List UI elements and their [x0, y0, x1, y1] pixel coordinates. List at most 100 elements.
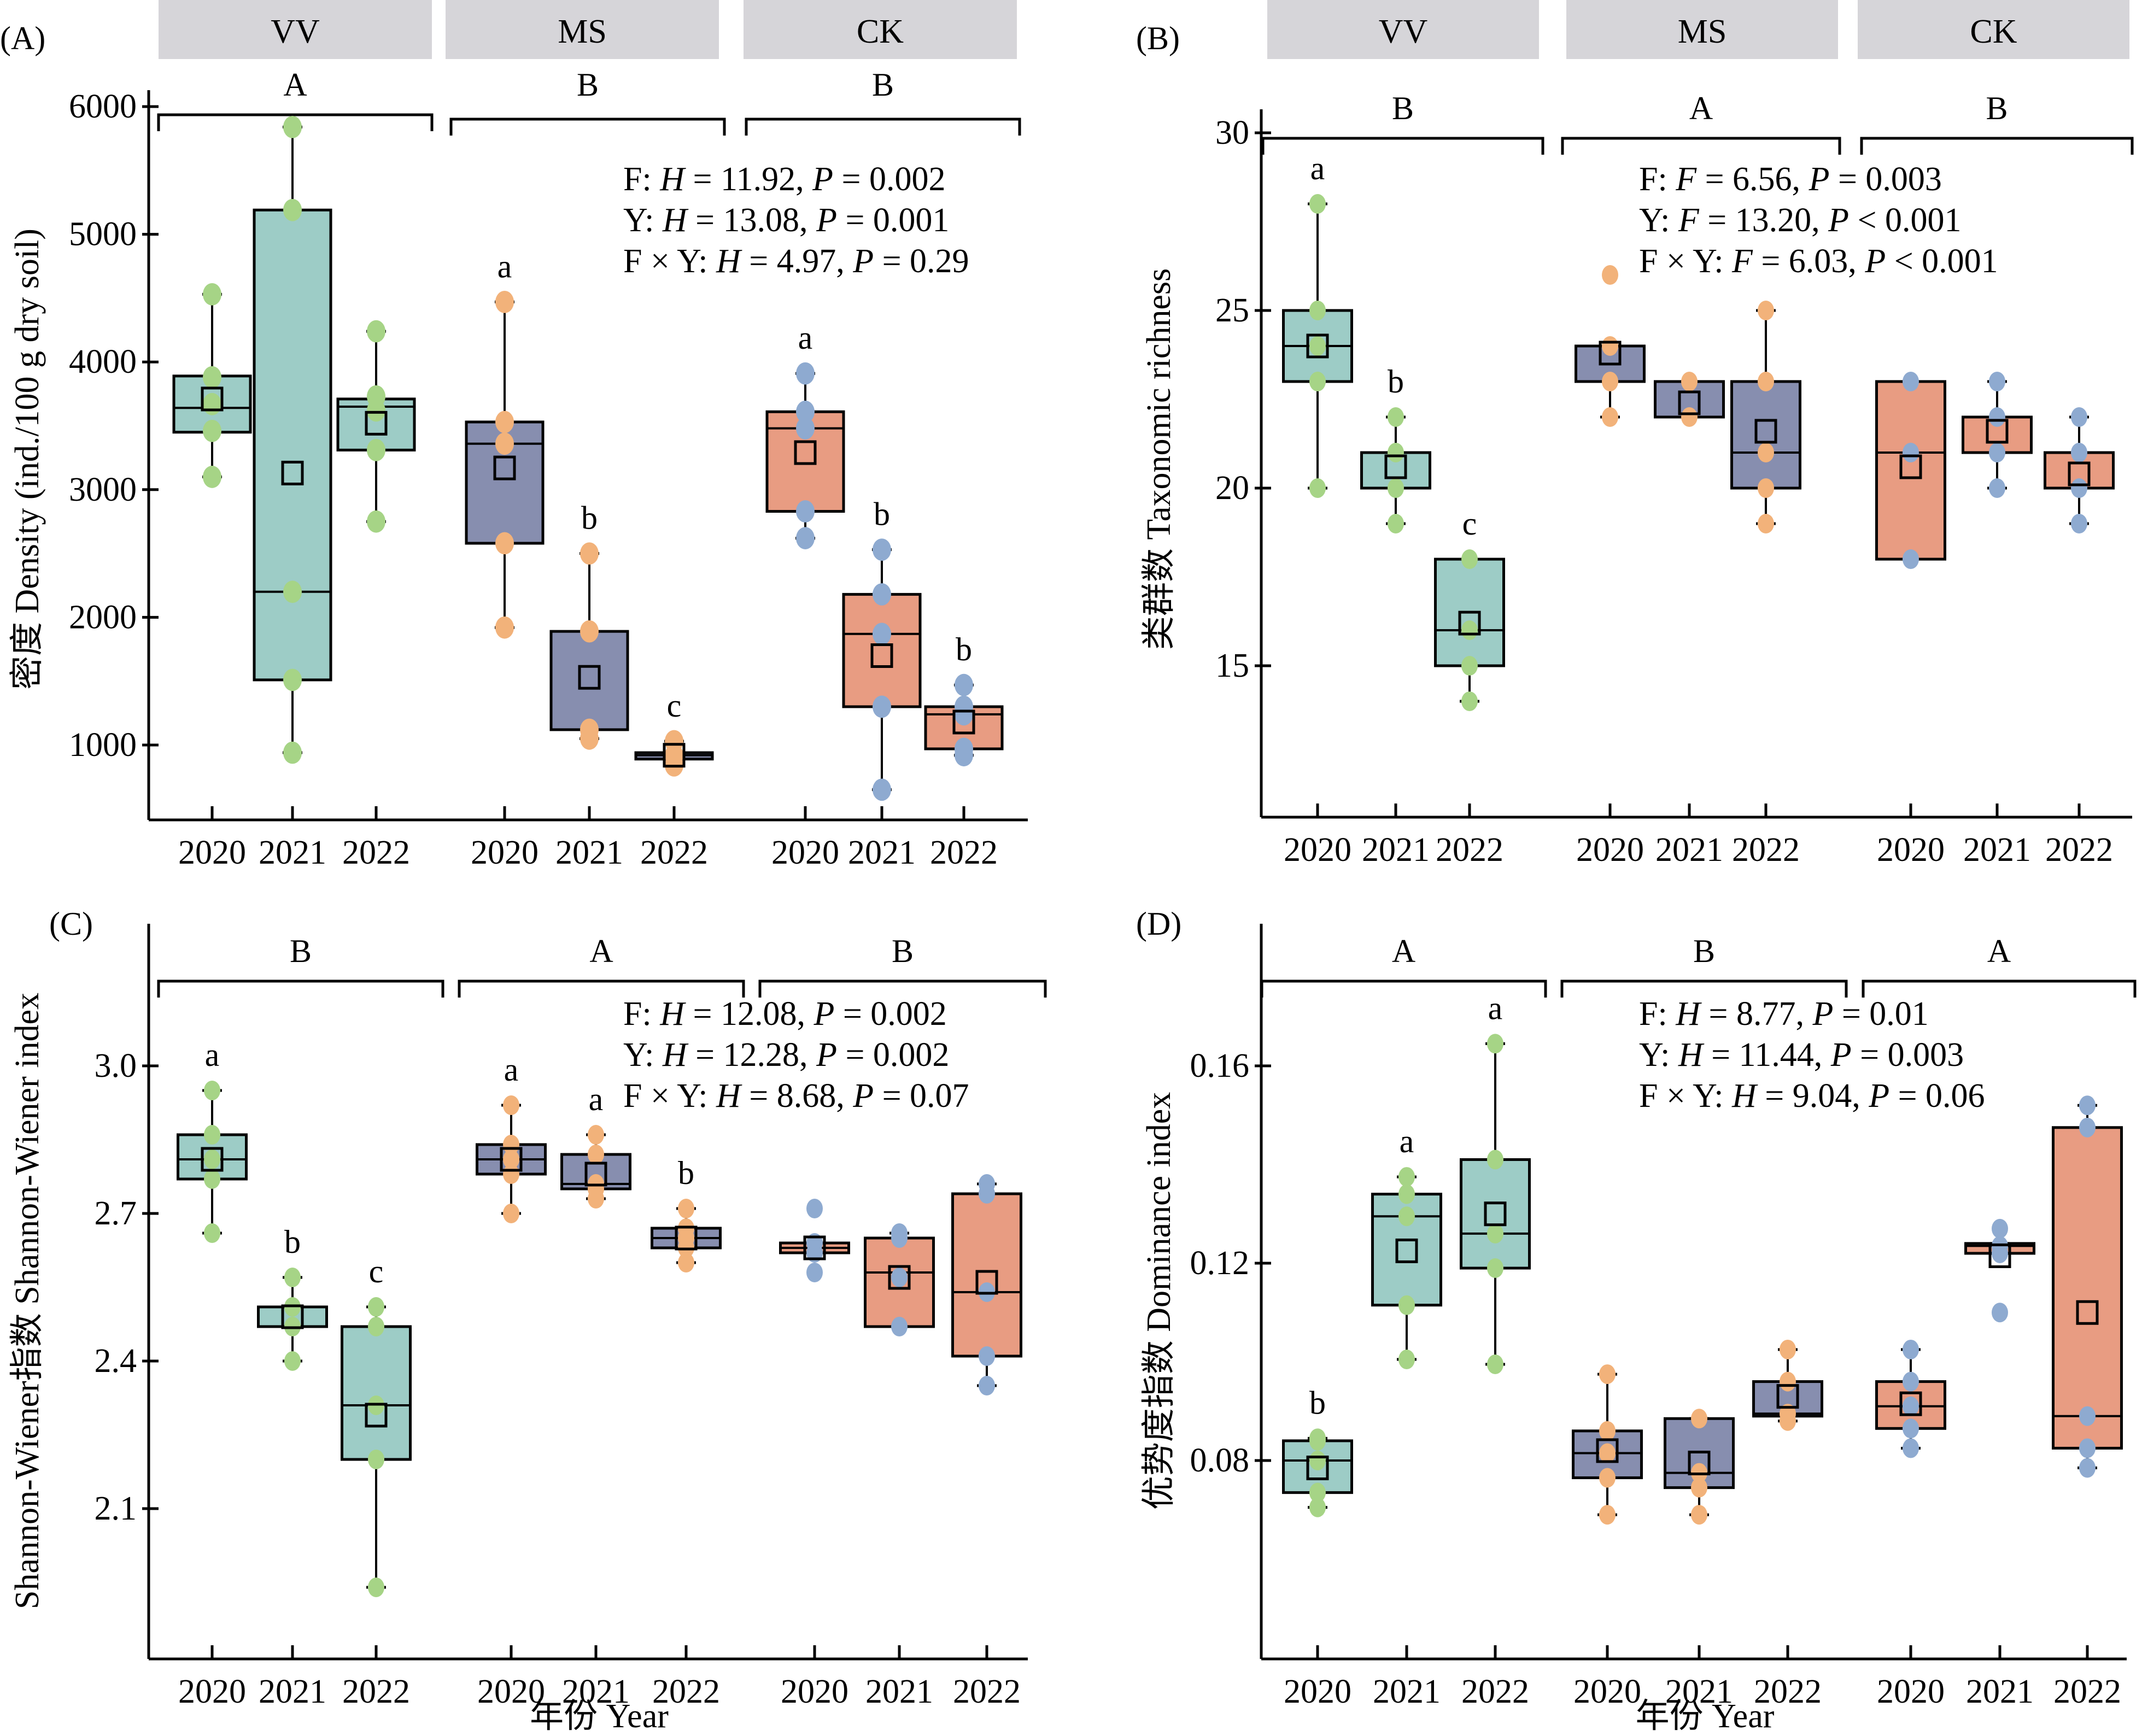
data-point	[955, 673, 973, 696]
data-point	[1487, 1258, 1503, 1278]
sig-letter: b	[1388, 363, 1404, 400]
data-point	[580, 542, 599, 565]
data-point	[284, 1351, 301, 1371]
data-point	[1309, 1428, 1326, 1448]
x-tick-label: 2020	[1576, 831, 1644, 869]
mean-marker	[1988, 1243, 2011, 1268]
data-point	[1461, 620, 1478, 640]
box-vv-2021: b	[1360, 363, 1431, 533]
iqr-box	[549, 630, 629, 731]
box-ms-2020	[1575, 265, 1646, 427]
x-tick-label: 2020	[1877, 1673, 1945, 1710]
box-vv-2022	[336, 320, 416, 533]
mean-marker	[1484, 1201, 1507, 1227]
data-point	[1992, 1218, 2008, 1239]
data-point	[1691, 1477, 1707, 1498]
mean-marker	[1899, 1391, 1922, 1416]
box-ck-2020	[1875, 372, 1946, 569]
data-point	[1487, 1149, 1503, 1170]
mean-marker	[888, 1265, 911, 1290]
x-tick-label: 2020	[1877, 831, 1945, 869]
data-point	[796, 527, 815, 549]
group-letter: A	[589, 933, 613, 969]
mean-marker	[1754, 419, 1777, 444]
data-point	[495, 532, 514, 555]
y-axis-title: 优势度指数 Dominance index	[1140, 1092, 1178, 1510]
data-point	[283, 668, 302, 691]
x-tick-label: 2022	[342, 834, 410, 871]
mean-marker	[201, 1147, 224, 1172]
sig-letter: b	[956, 631, 972, 667]
data-point	[1398, 1184, 1415, 1204]
data-point	[368, 1577, 384, 1597]
box-ms-2021: b	[549, 500, 629, 750]
x-tick-label: 2020	[1284, 1673, 1351, 1710]
iqr-box	[1875, 380, 1946, 561]
box-vv-2022: a	[1460, 990, 1531, 1375]
mean-marker	[584, 1162, 607, 1187]
y-tick-label: 1000	[69, 726, 137, 764]
stat-line: F: F = 6.56, P = 0.003	[1639, 161, 1942, 198]
mean-marker	[2068, 461, 2091, 486]
stat-line: Y: H = 11.44, P = 0.003	[1639, 1036, 1964, 1074]
y-tick-label: 2.4	[95, 1342, 137, 1380]
x-axis-title: 年份 Year	[530, 1698, 669, 1735]
box-ms-2022: c	[634, 688, 714, 777]
data-point	[873, 695, 891, 718]
data-point	[1989, 478, 2005, 498]
x-tick-label: 2020	[471, 834, 539, 871]
x-tick-label: 2022	[342, 1673, 410, 1710]
data-point	[368, 1297, 384, 1317]
x-tick-label: 2020	[477, 1673, 545, 1710]
iqr-box	[2052, 1126, 2123, 1450]
data-point	[1599, 1421, 1616, 1441]
strip-vv	[1267, 0, 1539, 59]
group-bracket	[449, 118, 726, 136]
mean-marker	[578, 665, 601, 690]
box-ck-2021	[1964, 1218, 2035, 1323]
data-point	[1903, 1418, 1919, 1439]
data-point	[1487, 1034, 1503, 1054]
data-point	[284, 1268, 301, 1287]
sig-letter: b	[678, 1155, 694, 1191]
data-point	[1989, 372, 2005, 391]
data-point	[2079, 1095, 2096, 1116]
mean-marker	[1395, 1238, 1418, 1263]
mean-marker	[1384, 454, 1407, 479]
mean-marker	[803, 1235, 826, 1260]
box-ck-2021	[864, 1223, 935, 1336]
group-bracket	[1260, 980, 1547, 998]
y-tick-label: 3.0	[95, 1047, 137, 1084]
x-tick-label: 2022	[1436, 831, 1503, 869]
x-tick-label: 2022	[2053, 1673, 2121, 1710]
data-point	[1903, 1396, 1919, 1416]
x-tick-label: 2020	[771, 834, 839, 871]
sig-letter: a	[798, 320, 813, 356]
mean-marker	[1899, 454, 1922, 479]
mean-marker	[1458, 611, 1481, 636]
group-letter: B	[290, 933, 312, 969]
mean-marker	[1306, 333, 1329, 359]
panel-label: (D)	[1136, 906, 1181, 942]
data-point	[1398, 1206, 1415, 1227]
box-ms-2022: b	[651, 1155, 722, 1272]
data-point	[368, 1317, 384, 1336]
data-point	[1487, 1354, 1503, 1375]
mean-marker	[1678, 390, 1701, 415]
stat-line: Y: F = 13.20, P < 0.001	[1639, 202, 1962, 239]
strip-ms	[446, 0, 719, 59]
data-point	[1903, 1371, 1919, 1392]
data-point	[1903, 372, 1919, 391]
panel-label: (A)	[0, 20, 45, 56]
data-point	[979, 1376, 995, 1395]
stat-line: F: H = 12.08, P = 0.002	[623, 995, 947, 1033]
data-point	[1758, 478, 1774, 498]
data-point	[1487, 1223, 1503, 1244]
data-point	[203, 466, 221, 488]
y-axis-title: Shannon-Wiener指数 Shannon-Wiener index	[9, 993, 46, 1609]
mean-marker	[1306, 1456, 1329, 1481]
data-point	[203, 419, 221, 442]
stat-line: F: H = 8.77, P = 0.01	[1639, 995, 1929, 1033]
x-tick-label: 2022	[652, 1673, 720, 1710]
data-point	[503, 1135, 519, 1154]
